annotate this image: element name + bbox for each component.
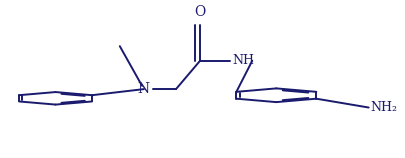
Text: NH₂: NH₂ bbox=[370, 101, 396, 114]
Text: N: N bbox=[137, 82, 149, 96]
Text: O: O bbox=[194, 5, 205, 18]
Text: NH: NH bbox=[232, 54, 254, 67]
